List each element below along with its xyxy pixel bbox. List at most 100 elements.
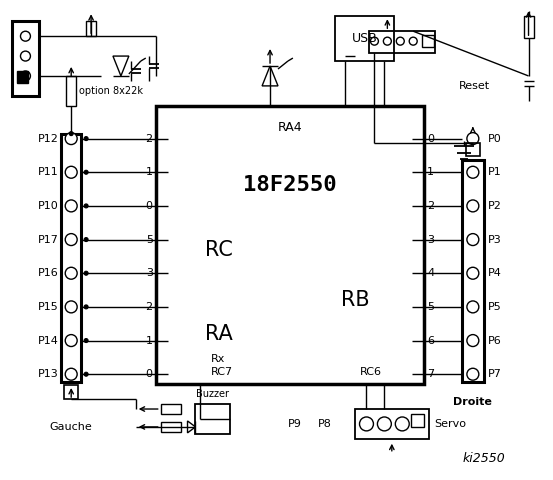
Circle shape bbox=[84, 204, 88, 208]
Circle shape bbox=[65, 267, 77, 279]
Circle shape bbox=[84, 305, 88, 309]
Text: 7: 7 bbox=[427, 369, 434, 379]
Text: P10: P10 bbox=[38, 201, 58, 211]
Bar bbox=[86, 21, 96, 36]
Text: 5: 5 bbox=[146, 235, 153, 245]
Bar bbox=[335, 16, 394, 61]
Bar bbox=[66, 76, 76, 106]
Circle shape bbox=[467, 267, 479, 279]
Text: Droite: Droite bbox=[453, 397, 492, 407]
Circle shape bbox=[409, 37, 417, 45]
Text: 3: 3 bbox=[427, 235, 434, 245]
Circle shape bbox=[65, 200, 77, 212]
Circle shape bbox=[20, 71, 30, 81]
Bar bbox=[195, 404, 230, 434]
Bar bbox=[161, 422, 181, 432]
Bar bbox=[369, 31, 435, 53]
Circle shape bbox=[65, 132, 77, 144]
Circle shape bbox=[371, 37, 378, 45]
Text: 0: 0 bbox=[146, 201, 153, 211]
Circle shape bbox=[84, 338, 88, 343]
Circle shape bbox=[395, 417, 409, 431]
Text: P13: P13 bbox=[38, 369, 58, 379]
Circle shape bbox=[467, 166, 479, 178]
Text: 18F2550: 18F2550 bbox=[243, 175, 337, 195]
Circle shape bbox=[84, 170, 88, 174]
Bar bbox=[524, 16, 534, 38]
Circle shape bbox=[467, 368, 479, 380]
Text: P2: P2 bbox=[488, 201, 502, 211]
Text: RA4: RA4 bbox=[278, 121, 302, 134]
Bar bbox=[422, 35, 434, 47]
Text: Reset: Reset bbox=[459, 81, 490, 91]
Text: RC6: RC6 bbox=[359, 367, 382, 377]
Text: 3: 3 bbox=[146, 268, 153, 278]
Circle shape bbox=[467, 301, 479, 313]
Text: P4: P4 bbox=[488, 268, 502, 278]
Text: Servo: Servo bbox=[434, 419, 466, 429]
Circle shape bbox=[20, 31, 30, 41]
Bar bbox=[64, 385, 78, 399]
Circle shape bbox=[359, 417, 373, 431]
Circle shape bbox=[467, 132, 479, 144]
Text: RC: RC bbox=[205, 240, 233, 260]
Text: ki2550: ki2550 bbox=[462, 452, 505, 465]
Bar bbox=[411, 414, 424, 427]
Text: P8: P8 bbox=[318, 419, 332, 429]
Circle shape bbox=[65, 166, 77, 178]
Text: 1: 1 bbox=[146, 336, 153, 346]
Text: 5: 5 bbox=[427, 302, 434, 312]
Text: P15: P15 bbox=[38, 302, 58, 312]
Text: P9: P9 bbox=[288, 419, 302, 429]
Text: USB: USB bbox=[352, 32, 377, 45]
Circle shape bbox=[65, 301, 77, 313]
Text: Gauche: Gauche bbox=[50, 422, 92, 432]
Text: P16: P16 bbox=[38, 268, 58, 278]
Text: 2: 2 bbox=[145, 302, 153, 312]
Bar bbox=[156, 106, 424, 384]
Circle shape bbox=[397, 37, 404, 45]
Text: 2: 2 bbox=[427, 201, 434, 211]
Circle shape bbox=[65, 234, 77, 246]
Bar bbox=[354, 409, 429, 439]
Text: P1: P1 bbox=[488, 167, 502, 177]
Circle shape bbox=[65, 335, 77, 347]
Text: 2: 2 bbox=[145, 133, 153, 144]
Text: P7: P7 bbox=[488, 369, 502, 379]
Circle shape bbox=[467, 234, 479, 246]
Text: P5: P5 bbox=[488, 302, 502, 312]
Bar bbox=[462, 160, 484, 382]
Text: P3: P3 bbox=[488, 235, 502, 245]
Bar bbox=[161, 404, 181, 414]
Bar bbox=[466, 143, 480, 156]
Circle shape bbox=[65, 368, 77, 380]
Text: P0: P0 bbox=[488, 133, 502, 144]
Text: P12: P12 bbox=[38, 133, 58, 144]
Circle shape bbox=[84, 238, 88, 241]
Circle shape bbox=[383, 37, 392, 45]
Text: P6: P6 bbox=[488, 336, 502, 346]
Text: RA: RA bbox=[205, 324, 233, 345]
Circle shape bbox=[377, 417, 392, 431]
Circle shape bbox=[467, 335, 479, 347]
Bar bbox=[61, 133, 81, 382]
Text: P11: P11 bbox=[38, 167, 58, 177]
Text: 0: 0 bbox=[427, 133, 434, 144]
Text: RB: RB bbox=[341, 289, 369, 310]
Circle shape bbox=[69, 132, 73, 136]
Text: RC7: RC7 bbox=[210, 367, 232, 377]
Bar bbox=[12, 21, 39, 96]
Circle shape bbox=[84, 372, 88, 376]
Text: 0: 0 bbox=[146, 369, 153, 379]
Circle shape bbox=[20, 51, 30, 61]
Text: P14: P14 bbox=[38, 336, 58, 346]
Text: 6: 6 bbox=[427, 336, 434, 346]
Text: Rx: Rx bbox=[210, 354, 225, 364]
Text: 1: 1 bbox=[427, 167, 434, 177]
Circle shape bbox=[467, 200, 479, 212]
Circle shape bbox=[84, 137, 88, 141]
Text: Buzzer: Buzzer bbox=[196, 389, 229, 399]
Circle shape bbox=[84, 271, 88, 275]
Text: 4: 4 bbox=[427, 268, 434, 278]
Bar bbox=[17, 71, 28, 83]
